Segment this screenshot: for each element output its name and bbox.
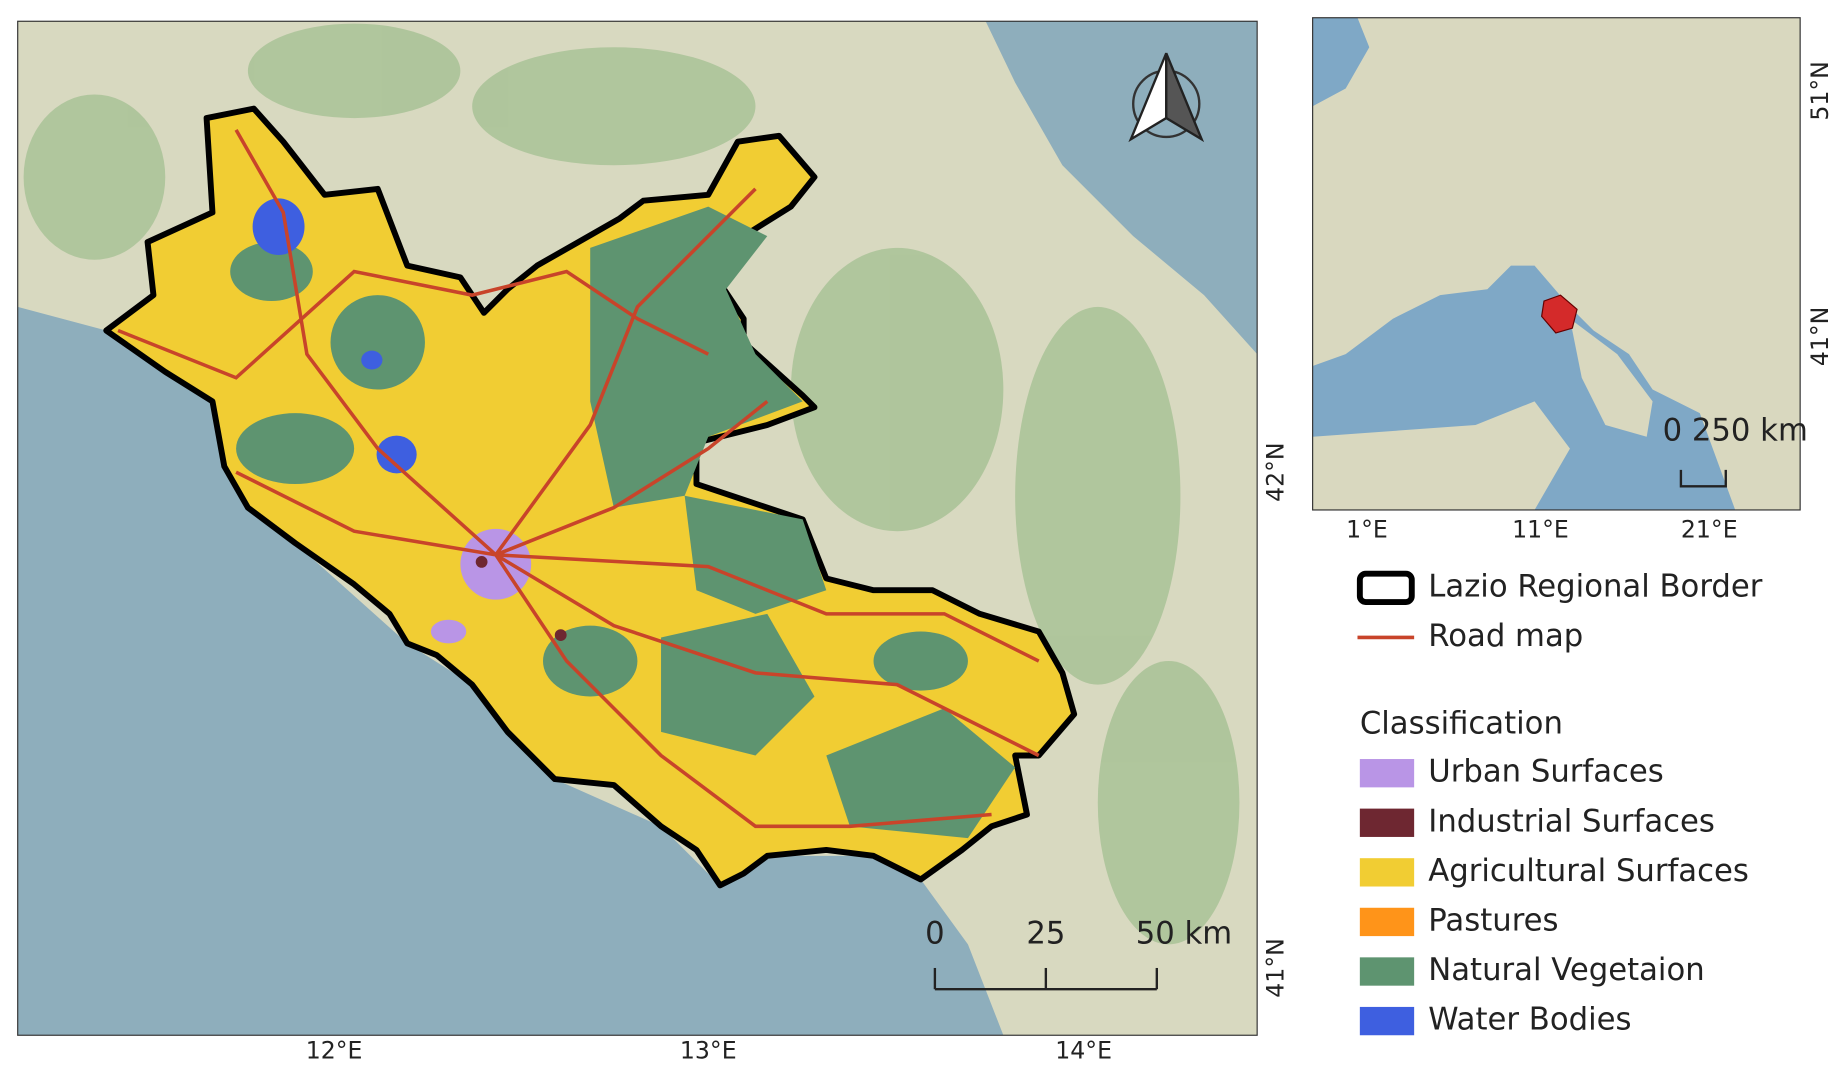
legend-label: Natural Vegetaion (1428, 953, 1704, 988)
lazio-region (103, 105, 1078, 889)
lon-label: 14°E (1055, 1036, 1112, 1064)
legend: Lazio Regional Border Road map Classific… (1356, 569, 1763, 1038)
inset-lon-label: 21°E (1681, 516, 1738, 544)
north-arrow (1128, 52, 1205, 143)
legend-label: Urban Surfaces (1428, 755, 1663, 790)
lakes (252, 198, 417, 474)
inset-lon-label: 1°E (1346, 516, 1388, 544)
inset-lat-label: 51°N (1806, 61, 1834, 120)
legend-title: Classification (1360, 706, 1563, 741)
scale-label: 25 (1026, 916, 1065, 951)
legend-swatch (1359, 858, 1415, 887)
scale-label: 0 (925, 916, 945, 951)
legend-swatch (1359, 1006, 1415, 1036)
scale-label: 50 km (1136, 916, 1232, 951)
lat-label: 41°N (1262, 938, 1290, 997)
main-map (17, 21, 1258, 1036)
legend-swatch (1359, 808, 1415, 837)
inset-lon-label: 11°E (1512, 516, 1569, 544)
legend-swatch (1359, 957, 1415, 986)
lat-label: 42°N (1262, 442, 1290, 501)
lon-label: 12°E (306, 1036, 363, 1064)
main-frame (17, 20, 1258, 1036)
lon-label: 13°E (680, 1036, 737, 1064)
inset-scale-bar (1679, 469, 1727, 488)
legend-label: Agricultural Surfaces (1428, 854, 1749, 889)
inset-land (1312, 401, 1570, 510)
land-vegetation (23, 23, 1240, 945)
industrial-patches (475, 556, 567, 641)
inset-scale-label: 0 250 km (1663, 414, 1808, 449)
inset-lat-label: 41°N (1806, 307, 1834, 366)
legend-label: Lazio Regional Border (1428, 569, 1762, 604)
scale-bar (933, 967, 1158, 991)
inset-frame (1312, 17, 1801, 511)
inset-land (1569, 318, 1653, 437)
legend-swatch (1359, 907, 1415, 937)
inset-land (1312, 17, 1801, 510)
legend-border-swatch (1356, 570, 1415, 605)
legend-label: Water Bodies (1428, 1003, 1631, 1038)
inset-map (1312, 17, 1801, 510)
legend-label: Pastures (1428, 903, 1558, 938)
legend-swatch (1359, 759, 1415, 788)
legend-label: Industrial Surfaces (1428, 804, 1715, 839)
inset-lazio (1541, 294, 1578, 334)
roads (117, 128, 1040, 829)
legend-label: Road map (1428, 619, 1583, 654)
natural-vegetation-patches (230, 206, 1016, 839)
